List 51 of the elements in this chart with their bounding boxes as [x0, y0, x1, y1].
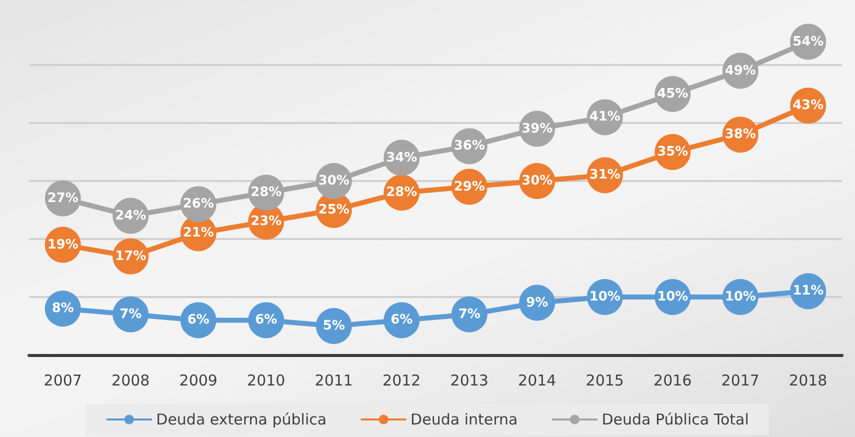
- legend-label: Deuda Pública Total: [602, 410, 749, 428]
- data-label: 45%: [657, 86, 688, 102]
- x-tick-label: 2010: [247, 372, 286, 390]
- data-label: 10%: [724, 290, 756, 304]
- x-tick-label: 2015: [586, 372, 624, 390]
- data-label: 10%: [657, 290, 688, 304]
- data-label: 39%: [522, 121, 553, 136]
- data-label: 6%: [390, 312, 413, 328]
- data-label: 10%: [589, 290, 620, 304]
- data-label: 26%: [182, 196, 214, 212]
- data-label: 38%: [724, 127, 756, 142]
- data-label: 54%: [792, 34, 824, 50]
- x-tick-label: 2007: [44, 372, 82, 390]
- data-label: 29%: [454, 179, 485, 194]
- data-label: 31%: [589, 168, 620, 183]
- data-label: 8%: [52, 301, 74, 316]
- data-label: 27%: [47, 190, 78, 206]
- x-tick-label: 2008: [112, 372, 150, 390]
- data-label: 28%: [386, 185, 418, 200]
- data-label: 28%: [250, 185, 282, 200]
- data-label: 17%: [115, 248, 146, 264]
- data-label: 19%: [47, 237, 78, 252]
- data-label: 7%: [120, 306, 142, 322]
- data-label: 23%: [250, 214, 282, 230]
- data-label: 6%: [187, 312, 210, 328]
- data-label: 5%: [322, 318, 345, 334]
- x-tick-label: 2017: [721, 372, 760, 390]
- data-label: 36%: [454, 138, 485, 154]
- data-label: 6%: [255, 312, 278, 328]
- x-tick-label: 2016: [654, 372, 692, 390]
- legend-label: Deuda interna: [410, 410, 518, 428]
- data-label: 35%: [657, 144, 688, 160]
- x-tick-label: 2018: [789, 372, 828, 390]
- data-label: 30%: [318, 174, 350, 188]
- data-label: 43%: [792, 98, 824, 114]
- x-tick-label: 2013: [450, 372, 488, 390]
- legend-label: Deuda externa pública: [156, 410, 327, 428]
- data-label: 25%: [318, 202, 350, 218]
- data-label: 24%: [115, 208, 146, 224]
- data-label: 34%: [386, 150, 418, 166]
- data-label: 30%: [522, 174, 553, 188]
- data-label: 49%: [724, 63, 756, 78]
- data-label: 41%: [589, 110, 620, 125]
- data-label: 11%: [792, 284, 824, 299]
- x-tick-label: 2012: [382, 372, 421, 390]
- data-label: 9%: [526, 295, 548, 310]
- x-tick-label: 2009: [179, 372, 218, 390]
- x-tick-label: 2011: [314, 372, 353, 390]
- x-tick-label: 2014: [518, 372, 556, 390]
- data-label: 21%: [182, 226, 214, 241]
- data-label: 7%: [458, 306, 480, 322]
